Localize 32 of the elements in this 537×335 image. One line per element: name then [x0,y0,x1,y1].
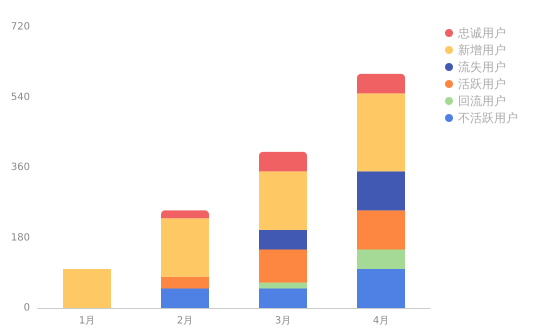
bar [357,74,405,94]
bar [259,282,307,288]
x-tick-label: 4月 [372,316,390,326]
y-tick-label: 720 [10,22,30,32]
bar [259,152,307,172]
y-tick-label: 360 [10,162,30,173]
bar [357,210,405,250]
bar [259,249,307,283]
x-tick-label: 1月 [78,316,96,326]
legend-label: 忠诚用户 [457,26,506,40]
x-tick-label: 2月 [176,316,194,326]
legend-label: 不活跃用户 [458,111,518,125]
y-tick-label: 0 [24,302,30,314]
bar [161,276,209,288]
legend-label: 活跃用户 [458,77,506,91]
legend-label: 回流用户 [458,94,506,108]
bar [259,288,307,308]
bar [357,93,405,172]
y-tick-label: 540 [10,92,30,103]
legend-label: 流失用户 [458,60,506,74]
bar [357,171,405,210]
bar [357,249,405,269]
y-tick-label: 180 [10,232,30,244]
bar [161,288,209,308]
legend-label: 新增用户 [458,43,506,57]
x-tick-label: 3月 [274,316,292,326]
bar [259,171,307,230]
bar [357,268,405,308]
bar [259,230,307,250]
bar [63,268,111,308]
bar [161,218,209,277]
bar [161,210,209,218]
